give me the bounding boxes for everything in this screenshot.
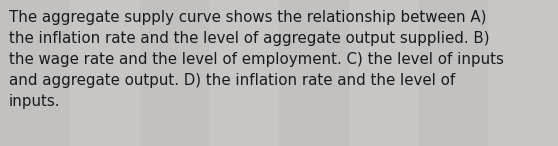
Bar xyxy=(70,0,140,146)
Bar xyxy=(349,0,418,146)
Bar xyxy=(209,0,279,146)
Bar xyxy=(140,0,209,146)
Text: The aggregate supply curve shows the relationship between A)
the inflation rate : The aggregate supply curve shows the rel… xyxy=(9,10,504,109)
Bar xyxy=(279,0,349,146)
Bar xyxy=(488,0,558,146)
Bar xyxy=(418,0,488,146)
Bar xyxy=(0,0,70,146)
